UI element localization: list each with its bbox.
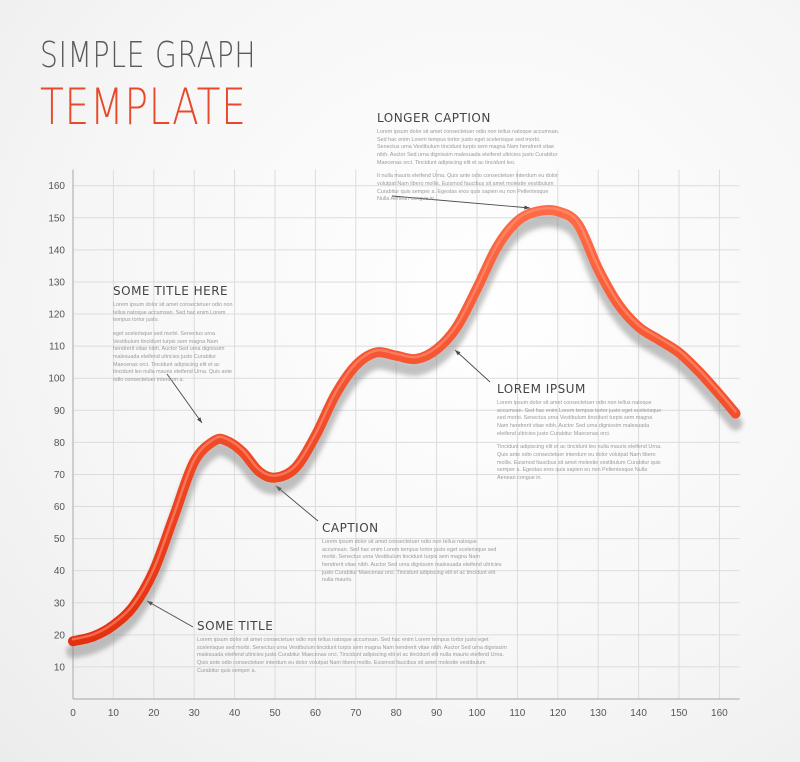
callout-title: LOREM IPSUM bbox=[497, 382, 586, 396]
series-layer bbox=[66, 204, 743, 659]
callout-some-title-here: SOME TITLE HERE Lorem ipsum dolor sit am… bbox=[113, 284, 235, 391]
x-tick-label: 120 bbox=[549, 708, 566, 719]
x-tick-label: 60 bbox=[310, 708, 322, 719]
callout-title: LONGER CAPTION bbox=[377, 111, 491, 125]
title-line-1: SIMPLE GRAPH bbox=[40, 35, 257, 76]
y-tick-label: 140 bbox=[48, 245, 65, 256]
callout-paragraph: Tincidunt adipiscing elit et ac tincidun… bbox=[497, 444, 662, 482]
x-tick-label: 40 bbox=[229, 708, 241, 719]
callout-title: SOME TITLE HERE bbox=[113, 284, 229, 298]
title-line-2: TEMPLATE bbox=[40, 78, 247, 136]
leader-lines bbox=[146, 195, 531, 628]
callout-lorem-ipsum: LOREM IPSUM Lorem ipsum dolor sit amet c… bbox=[497, 382, 662, 489]
y-tick-label: 90 bbox=[54, 406, 66, 417]
x-tick-label: 0 bbox=[70, 708, 76, 719]
callout-paragraph: Lorem ipsum dolor sit amet consectetuer … bbox=[377, 129, 560, 166]
y-tick-label: 130 bbox=[48, 277, 65, 288]
leader-arrowhead bbox=[524, 205, 530, 210]
x-tick-label: 150 bbox=[671, 708, 688, 719]
y-tick-label: 30 bbox=[54, 598, 66, 609]
x-tick-label: 130 bbox=[590, 708, 607, 719]
leader-line bbox=[166, 373, 203, 424]
y-tick-label: 80 bbox=[54, 438, 66, 449]
y-tick-label: 100 bbox=[48, 374, 65, 385]
leader-line bbox=[391, 195, 531, 209]
callout-caption: CAPTION Lorem ipsum dolor sit amet conse… bbox=[322, 521, 502, 591]
callout-paragraph: Lorem ipsum dolor sit amet consectetuer … bbox=[113, 302, 233, 324]
y-tick-label: 20 bbox=[54, 630, 66, 641]
callout-paragraph: It nulla mauris eleifend Urna. Quis ante… bbox=[377, 173, 558, 203]
callout-longer-caption: LONGER CAPTION Lorem ipsum dolor sit ame… bbox=[377, 111, 562, 210]
callout-title: CAPTION bbox=[322, 521, 379, 535]
leader-line bbox=[146, 600, 194, 628]
y-tick-label: 150 bbox=[48, 213, 65, 224]
x-tick-label: 30 bbox=[189, 708, 201, 719]
callout-title: SOME TITLE bbox=[197, 619, 274, 633]
y-tick-label: 110 bbox=[49, 342, 65, 353]
x-tick-label: 20 bbox=[148, 708, 160, 719]
callout-paragraph: eget scelerisque sed morbi. Senectus urn… bbox=[113, 331, 232, 384]
leader-arrowhead bbox=[197, 417, 202, 423]
callout-paragraph: Lorem ipsum dolor sit amet consectetuer … bbox=[197, 637, 507, 674]
y-tick-label: 50 bbox=[54, 534, 66, 545]
y-tick-label: 160 bbox=[48, 181, 65, 192]
y-tick-label: 60 bbox=[54, 502, 66, 513]
x-tick-label: 100 bbox=[469, 708, 486, 719]
x-tick-label: 80 bbox=[391, 708, 403, 719]
y-tick-label: 40 bbox=[54, 566, 66, 577]
callout-paragraph: Lorem ipsum dolor sit amet consectetuer … bbox=[322, 539, 502, 584]
axes: 0 10 20 30 40 50 60 70 80 90 100 110 120 130 140 150 160… bbox=[48, 169, 740, 719]
x-tick-label: 90 bbox=[431, 708, 443, 719]
y-tick-label: 120 bbox=[48, 310, 65, 321]
x-tick-label: 160 bbox=[711, 708, 728, 719]
x-tick-label: 70 bbox=[350, 708, 362, 719]
y-tick-label: 70 bbox=[54, 470, 66, 481]
x-tick-label: 10 bbox=[108, 708, 120, 719]
series-line-highlight bbox=[71, 206, 737, 641]
leader-arrowhead bbox=[455, 350, 461, 356]
x-tick-label: 110 bbox=[509, 708, 525, 719]
x-tick-label: 140 bbox=[630, 708, 647, 719]
y-tick-label: 10 bbox=[54, 662, 66, 673]
callout-paragraph: Lorem ipsum dolor sit amet consectetuer … bbox=[497, 400, 662, 437]
x-tick-label: 50 bbox=[269, 708, 281, 719]
leader-line bbox=[454, 349, 491, 383]
callout-some-title: SOME TITLE Lorem ipsum dolor sit amet co… bbox=[197, 619, 509, 681]
